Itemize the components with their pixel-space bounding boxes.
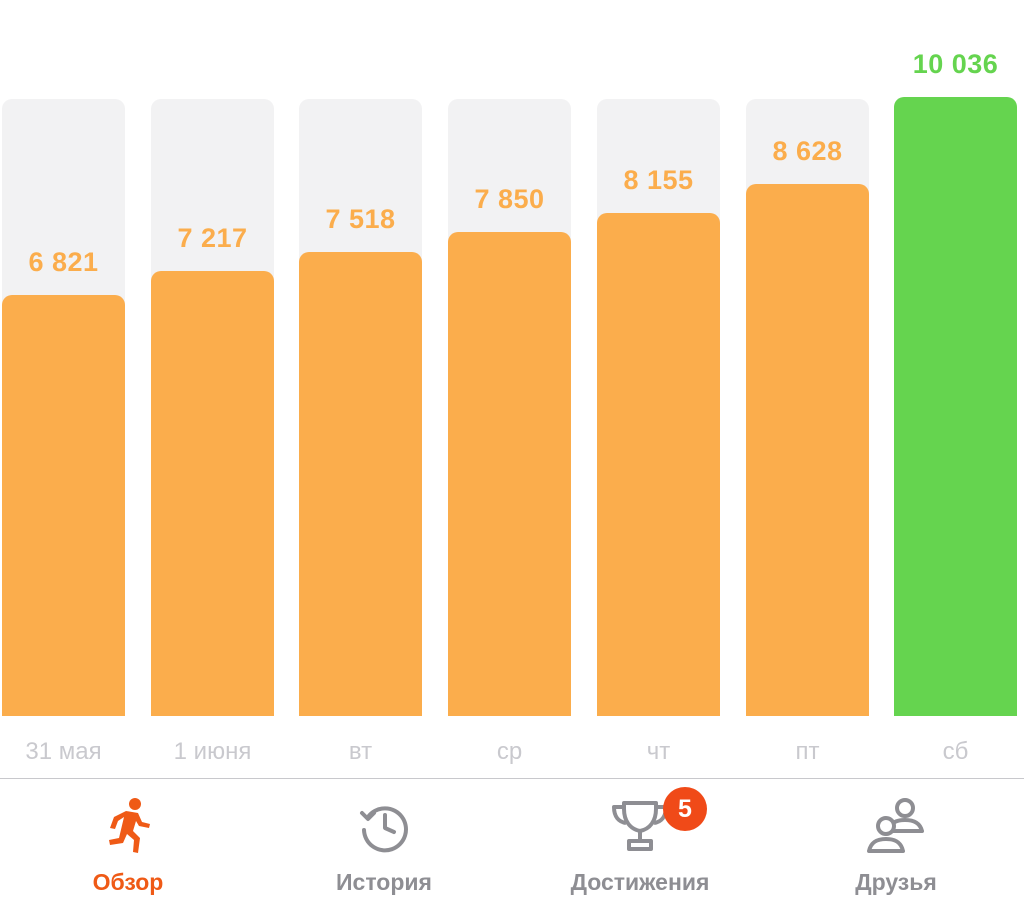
bar[interactable] xyxy=(299,252,422,716)
steps-bar-chart: 6 821 31 мая 7 217 1 июня 7 518 вт 7 850 ср 8 15… xyxy=(2,49,1017,765)
tab-friends[interactable]: Друзья xyxy=(808,779,984,901)
bar-value-label: 7 850 xyxy=(474,184,545,214)
day-label: вт xyxy=(348,738,373,765)
bar-track xyxy=(746,99,869,716)
bar-track xyxy=(2,99,125,716)
tab-bar-divider xyxy=(0,778,1024,779)
bar-track xyxy=(448,99,571,716)
day-label: пт xyxy=(795,738,820,765)
bar[interactable] xyxy=(448,232,571,716)
tab-friends-label: Друзья xyxy=(855,869,937,895)
day-label: чт xyxy=(646,738,671,765)
running-person-icon xyxy=(109,798,150,853)
bar-value-label: 8 628 xyxy=(772,136,843,166)
tab-history[interactable]: История xyxy=(296,779,472,901)
day-label: 1 июня xyxy=(173,738,252,765)
bar-track xyxy=(299,99,422,716)
tab-achievements[interactable]: Достижения xyxy=(540,779,740,901)
day-label: сб xyxy=(942,738,969,765)
tab-history-label: История xyxy=(336,869,432,895)
day-label: ср xyxy=(496,738,523,765)
history-clock-icon xyxy=(360,806,408,853)
friends-icon xyxy=(867,798,924,853)
bar-value-label: 6 821 xyxy=(28,247,99,277)
achievements-badge: 5 xyxy=(663,787,707,831)
tab-overview-label: Обзор xyxy=(92,869,164,895)
bar-value-label: 8 155 xyxy=(623,165,694,195)
bar-value-label: 10 036 xyxy=(912,49,999,79)
bar[interactable] xyxy=(151,271,274,716)
bar[interactable] xyxy=(2,295,125,716)
day-label: 31 мая xyxy=(25,738,102,765)
tab-overview[interactable]: Обзор xyxy=(40,779,216,901)
bar[interactable] xyxy=(746,184,869,716)
bar-track xyxy=(894,97,1017,716)
tab-achievements-label: Достижения xyxy=(570,869,710,895)
tab-bar: Обзор История Достижения xyxy=(0,779,1024,901)
bar-value-label: 7 518 xyxy=(325,204,396,234)
bar-track xyxy=(597,99,720,716)
bar[interactable] xyxy=(597,213,720,716)
bar-value-label: 7 217 xyxy=(177,223,248,253)
bar-track xyxy=(151,99,274,716)
trophy-icon xyxy=(612,801,668,851)
bar[interactable] xyxy=(894,97,1017,716)
